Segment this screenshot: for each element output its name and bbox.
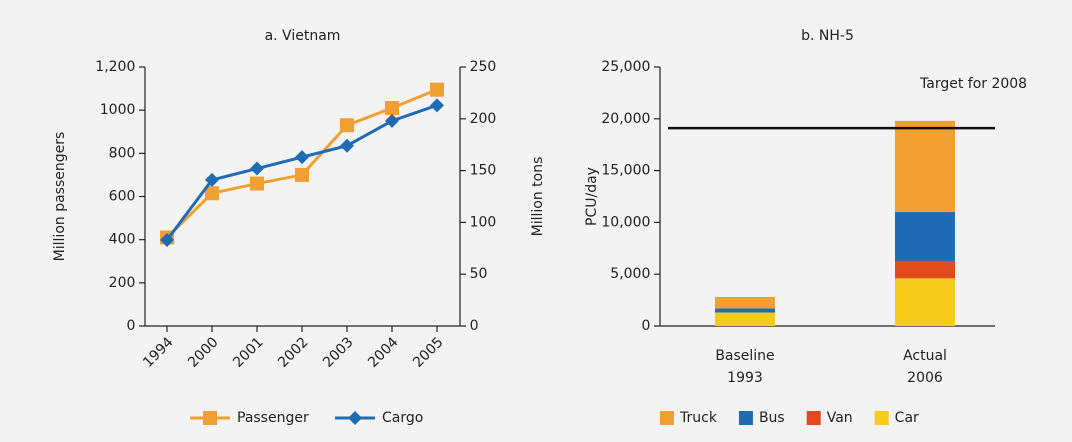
y-tick-label: 600 [109, 189, 136, 205]
y-tick-label: 15,000 [601, 163, 650, 179]
legend-label: Cargo [382, 410, 423, 426]
legend-swatch [874, 411, 889, 425]
legend-swatch [738, 411, 753, 425]
y-tick-label: 1,200 [95, 59, 135, 75]
marker [205, 186, 219, 201]
bar-segment [715, 296, 775, 309]
y-tick-label: 200 [109, 275, 136, 291]
y-tick-label: 0 [470, 318, 479, 334]
x-tick-label: Actual 2006 [903, 348, 947, 386]
legend-label: Truck [679, 410, 718, 426]
legend-label: Passenger [237, 410, 309, 426]
y2-axis-title: Million tons [530, 157, 546, 237]
legend-marker [203, 411, 217, 425]
chart-title: a. Vietnam [265, 28, 341, 44]
legend-swatch [806, 411, 821, 425]
legend-swatch [660, 411, 674, 425]
y-tick-label: 0 [641, 318, 650, 334]
marker [160, 233, 174, 248]
bar-segment [715, 308, 775, 313]
y-tick-label: 100 [470, 214, 497, 230]
bar-segment [895, 261, 955, 279]
marker [205, 172, 219, 187]
y-tick-label: 20,000 [601, 111, 650, 127]
y-tick-label: 800 [109, 145, 136, 161]
x-tick-label: Baseline 1993 [715, 348, 774, 386]
marker [430, 82, 444, 97]
marker [340, 138, 354, 153]
y-tick-label: 0 [126, 318, 135, 334]
y-tick-label: 1000 [100, 102, 136, 118]
y-axis-title: PCU/day [584, 167, 600, 226]
marker [430, 98, 444, 113]
y-tick-label: 250 [470, 59, 497, 75]
legend-label: Bus [759, 410, 785, 426]
marker [385, 113, 399, 128]
marker [340, 118, 354, 133]
legend-label: Car [895, 410, 919, 426]
bar-segment [715, 312, 775, 326]
y-axis-title: Million passengers [52, 132, 68, 262]
target-label: Target for 2008 [919, 76, 1027, 92]
marker [250, 176, 264, 191]
y-tick-label: 200 [470, 111, 497, 127]
y-tick-label: 5,000 [610, 266, 650, 282]
legend-marker [348, 411, 362, 425]
marker [295, 167, 309, 182]
chart-title: b. NH-5 [801, 28, 854, 44]
bar-segment [895, 120, 955, 213]
legend-label: Van [827, 410, 853, 426]
marker [250, 161, 264, 176]
marker [385, 101, 399, 116]
y-tick-label: 400 [109, 232, 136, 248]
y-tick-label: 150 [470, 163, 497, 179]
y-tick-label: 50 [470, 266, 488, 282]
marker [295, 150, 309, 165]
y-tick-label: 25,000 [601, 59, 650, 75]
y-tick-label: 10,000 [601, 214, 650, 230]
bar-segment [895, 278, 955, 326]
bar-segment [895, 212, 955, 262]
